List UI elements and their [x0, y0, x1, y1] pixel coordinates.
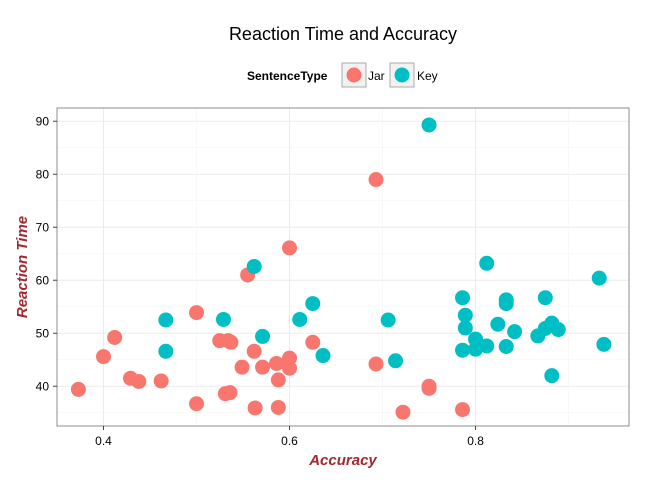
data-point-key [498, 339, 514, 354]
y-tick-label: 60 [36, 273, 50, 287]
data-point-key [292, 311, 308, 327]
data-point-key [255, 328, 271, 344]
data-point-key [457, 307, 473, 323]
data-point-jar [368, 356, 384, 372]
data-point-key [455, 342, 471, 358]
data-point-key [490, 316, 506, 332]
data-point-jar [246, 343, 262, 359]
data-point-jar [70, 381, 86, 397]
data-point-jar [234, 359, 250, 375]
data-point-jar [421, 380, 437, 396]
data-point-key [388, 353, 404, 369]
data-point-key [215, 311, 231, 327]
panel-border [56, 107, 630, 427]
y-tick-label: 70 [36, 220, 50, 234]
y-tick-label: 90 [36, 114, 50, 128]
data-point-key [305, 296, 321, 312]
data-point-jar [131, 373, 147, 389]
data-point-jar [268, 355, 284, 371]
data-point-key [158, 312, 174, 328]
grid [57, 108, 629, 426]
data-point-key [246, 258, 262, 274]
y-axis-label: Reaction Time [14, 216, 31, 318]
y-tick-label: 40 [36, 379, 50, 393]
axis-ticks: 40 50 60 70 80 90 0.4 0.6 0.8 [36, 114, 485, 448]
series-jar [70, 172, 471, 420]
legend-label-key: Key [417, 69, 438, 83]
data-point-jar [395, 404, 411, 420]
data-point-key [591, 270, 607, 286]
data-point-key [158, 343, 174, 359]
x-axis-label: Accuracy [308, 452, 377, 469]
x-tick-label: 0.6 [281, 434, 298, 448]
data-point-key [550, 322, 566, 338]
data-point-jar [189, 396, 205, 412]
plot-background [57, 108, 629, 426]
data-point-jar [153, 373, 169, 389]
data-point-key [537, 290, 553, 306]
data-point-jar [305, 334, 321, 350]
data-point-key [455, 290, 471, 306]
data-point-jar [96, 349, 112, 365]
data-point-jar [247, 400, 263, 416]
data-point-key [479, 255, 495, 271]
chart-title: Reaction Time and Accuracy [229, 24, 457, 44]
data-point-jar [255, 359, 271, 375]
x-tick-label: 0.8 [467, 434, 484, 448]
data-point-key [498, 296, 514, 312]
y-tick-label: 50 [36, 326, 50, 340]
data-point-key [380, 312, 396, 328]
legend-label-jar: Jar [368, 69, 385, 83]
data-point-jar [223, 334, 239, 350]
data-point-jar [368, 172, 384, 188]
data-point-jar [189, 305, 205, 321]
data-point-jar [270, 372, 286, 388]
x-tick-label: 0.4 [95, 434, 112, 448]
data-point-key [315, 348, 331, 364]
data-point-key [421, 117, 437, 133]
legend: SentenceType Jar Key [247, 62, 438, 88]
data-point-jar [107, 329, 123, 345]
data-point-key [544, 368, 560, 384]
data-points [70, 117, 612, 420]
data-point-key [457, 320, 473, 336]
legend-marker-jar [346, 67, 362, 83]
series-key [158, 117, 612, 384]
legend-title: SentenceType [247, 69, 328, 83]
y-tick-label: 80 [36, 167, 50, 181]
data-point-jar [222, 385, 238, 401]
plot-panel [57, 108, 629, 426]
data-point-jar [282, 360, 298, 376]
data-point-key [596, 336, 612, 352]
data-point-key [479, 338, 495, 354]
legend-marker-key [394, 67, 410, 83]
data-point-jar [270, 399, 286, 415]
data-point-jar [455, 402, 471, 418]
data-point-key [507, 324, 523, 340]
data-point-jar [282, 240, 298, 256]
